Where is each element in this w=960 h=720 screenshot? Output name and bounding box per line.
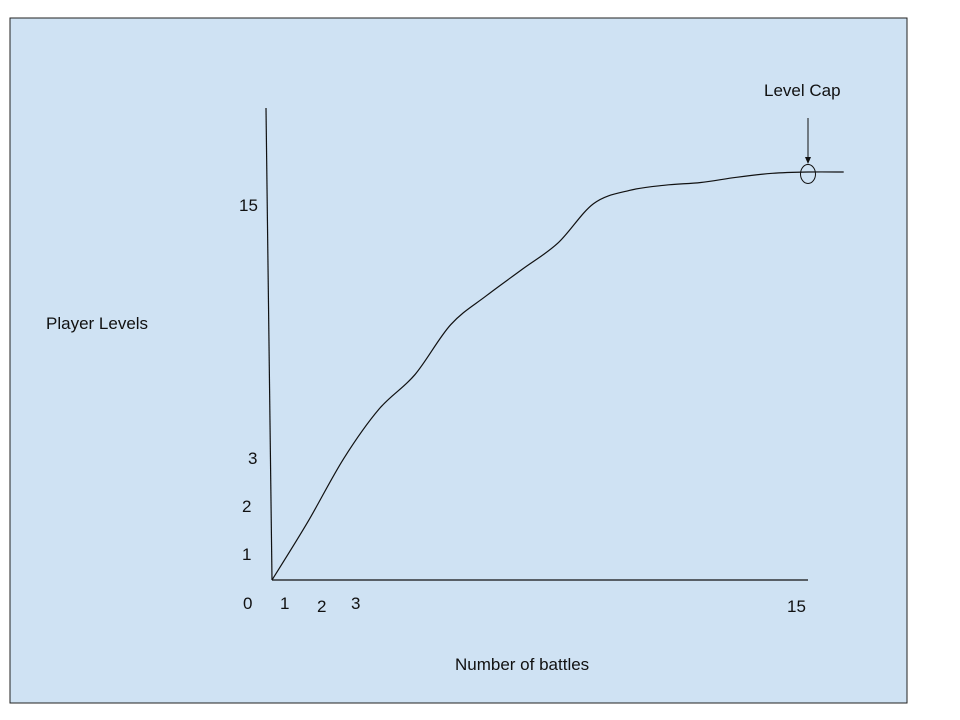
x-tick-label-2: 2: [317, 597, 326, 616]
x-tick-label-3: 3: [351, 594, 360, 613]
y-axis-label: Player Levels: [46, 314, 148, 333]
level-cap-marker: [800, 164, 816, 184]
y-tick-label-1: 1: [242, 545, 251, 564]
level-cap-label: Level Cap: [764, 81, 841, 100]
player-level-series-line: [271, 171, 844, 581]
y-tick-label-3: 3: [248, 449, 257, 468]
y-tick-label-15: 15: [239, 196, 258, 215]
chart-background: [9, 17, 908, 704]
series-layer: [271, 171, 844, 581]
x-tick-label-0: 0: [243, 594, 252, 613]
x-axis-label: Number of battles: [455, 655, 589, 674]
y-tick-label-2: 2: [242, 497, 251, 516]
x-tick-label-15: 15: [787, 597, 806, 616]
y-axis: [265, 107, 273, 581]
x-tick-label-1: 1: [280, 594, 289, 613]
level-cap-arrowhead: [805, 157, 811, 164]
